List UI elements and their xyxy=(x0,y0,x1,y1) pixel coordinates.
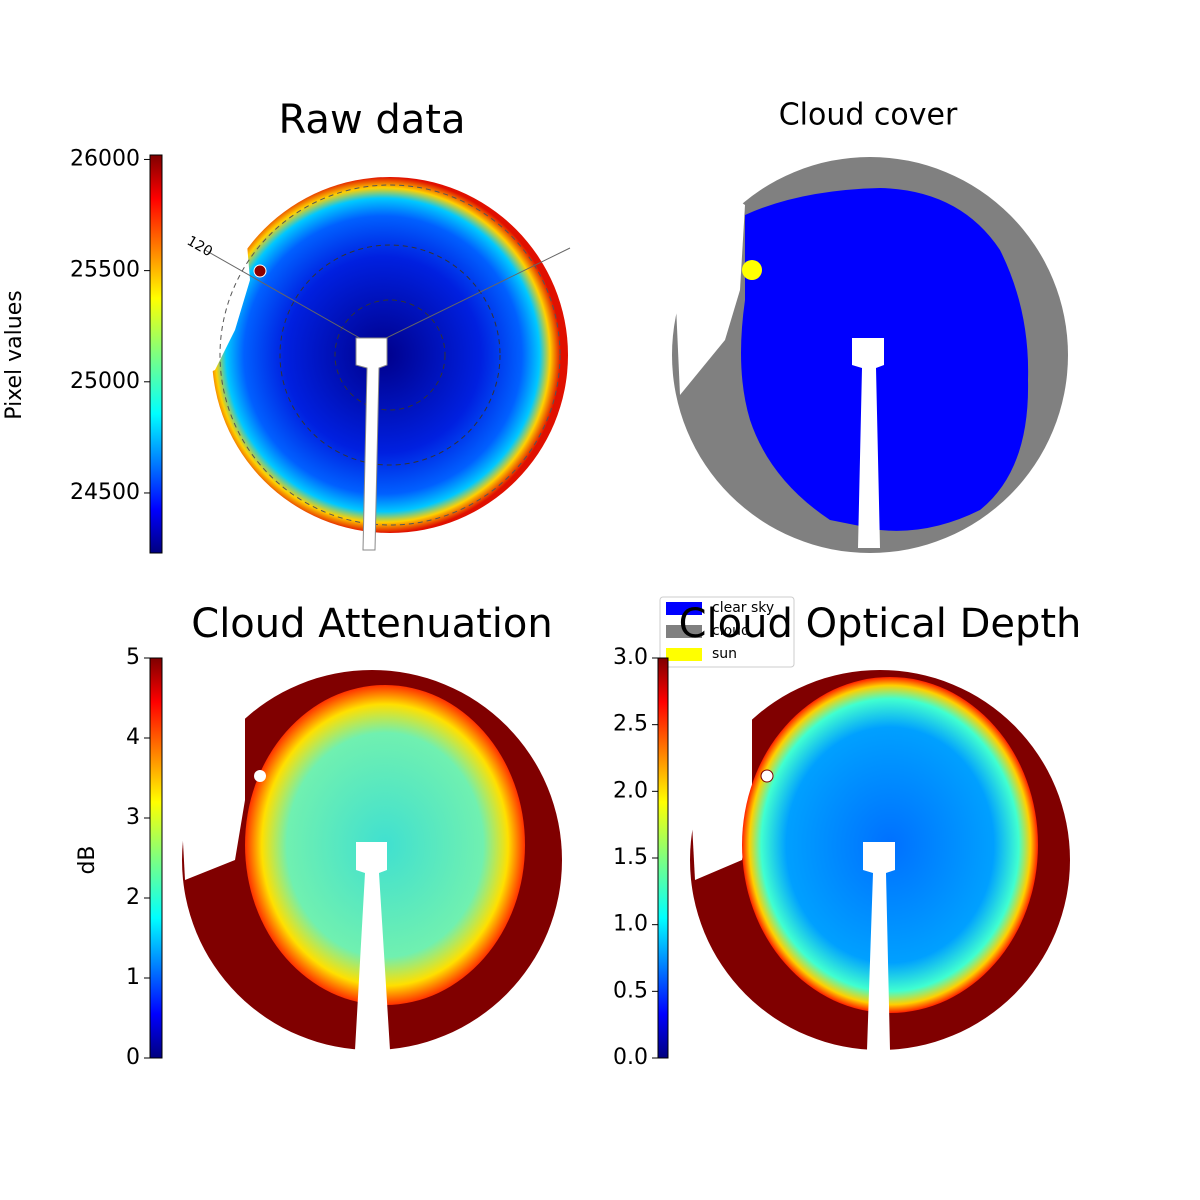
colorbar-tick-label: 25500 xyxy=(70,258,140,283)
colorbar-tick-label: 1.5 xyxy=(613,845,648,870)
colorbar xyxy=(149,154,163,554)
legend-label: clear sky xyxy=(712,600,774,616)
colorbar-tick-label: 1.0 xyxy=(613,912,648,937)
colorbar-tick-label: 5 xyxy=(126,645,140,670)
panel-title: Raw data xyxy=(279,97,466,143)
legend-swatch xyxy=(666,648,702,661)
colorbar-tick-label: 3 xyxy=(126,805,140,830)
colorbar-tick-label: 26000 xyxy=(70,146,140,171)
panel-title: Cloud cover xyxy=(779,98,958,133)
colorbar-label: dB xyxy=(75,845,100,874)
colorbar-tick-label: 2.0 xyxy=(613,778,648,803)
colorbar-tick-label: 2.5 xyxy=(613,712,648,737)
legend-label: cloud xyxy=(712,623,750,639)
colorbar-tick-label: 3.0 xyxy=(613,645,648,670)
attenuation-image xyxy=(175,670,562,1050)
colorbar-tick-label: 2 xyxy=(126,885,140,910)
cloud-cover-image xyxy=(670,157,1068,553)
colorbar-label: Pixel values xyxy=(2,290,27,419)
colorbar xyxy=(149,657,163,1059)
legend-swatch xyxy=(666,625,702,638)
optical-depth-image xyxy=(685,670,1070,1050)
colorbar-tick-label: 4 xyxy=(126,725,140,750)
legend-swatch xyxy=(666,602,702,615)
legend-label: sun xyxy=(712,646,737,662)
colorbar-tick-label: 1 xyxy=(126,965,140,990)
colorbar-tick-label: 24500 xyxy=(70,480,140,505)
colorbar xyxy=(657,657,669,1059)
colorbar-tick-label: 0.0 xyxy=(613,1045,648,1070)
raw-sky-image xyxy=(180,170,571,551)
colorbar-tick-label: 0.5 xyxy=(613,978,648,1003)
panel-title: Cloud Attenuation xyxy=(191,601,552,647)
colorbar-tick-label: 25000 xyxy=(70,369,140,394)
panel-title: Cloud Optical Depth xyxy=(679,601,1082,647)
colorbar-tick-label: 0 xyxy=(126,1045,140,1070)
